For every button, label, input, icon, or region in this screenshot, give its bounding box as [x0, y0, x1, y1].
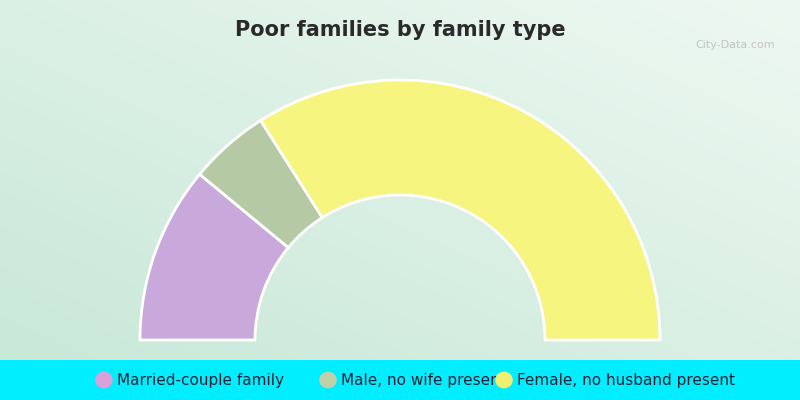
Wedge shape: [140, 174, 288, 340]
Text: Married-couple family: Married-couple family: [117, 372, 284, 388]
Ellipse shape: [95, 372, 113, 388]
Text: Female, no husband present: Female, no husband present: [517, 372, 735, 388]
Wedge shape: [200, 120, 322, 248]
Ellipse shape: [495, 372, 513, 388]
Ellipse shape: [319, 372, 337, 388]
Text: Poor families by family type: Poor families by family type: [234, 20, 566, 40]
Wedge shape: [261, 80, 660, 340]
Text: City-Data.com: City-Data.com: [695, 40, 775, 50]
Text: Male, no wife present: Male, no wife present: [341, 372, 506, 388]
